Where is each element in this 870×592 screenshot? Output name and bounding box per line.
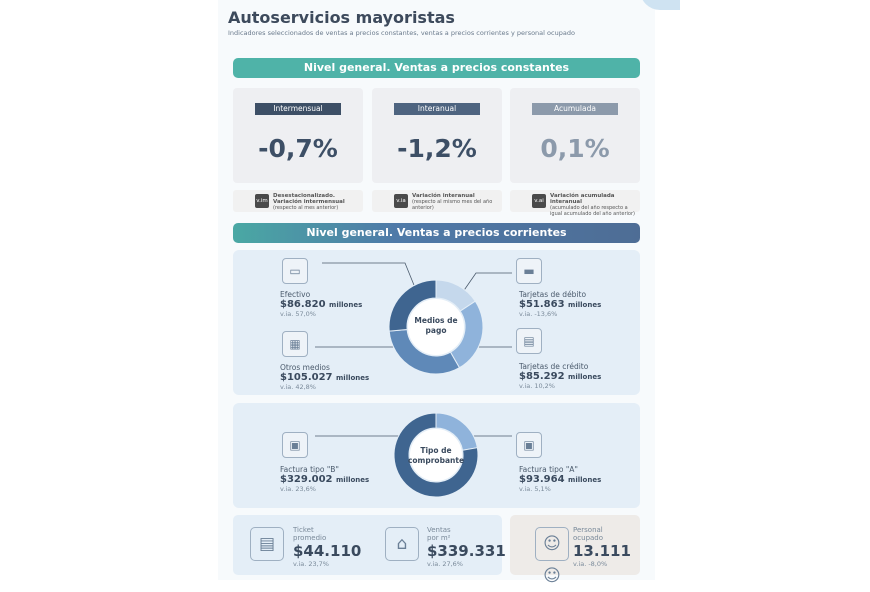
item-unit: millones (336, 374, 370, 382)
donut-slice-factura-tipo-b- (393, 412, 479, 498)
via: v.ia. 27,6% (427, 560, 463, 568)
donut-center-label: Tipo de comprobante (407, 446, 465, 465)
corner-decoration (640, 0, 680, 10)
label: Ticket (293, 526, 314, 534)
legend-note: (respecto al mismo mes del año anterior) (412, 199, 493, 211)
item-credito: Tarjetas de crédito $85.292 millones v.i… (519, 362, 601, 390)
card-label: Acumulada (532, 103, 618, 115)
item-unit: millones (329, 301, 363, 309)
via: v.ia. 23,7% (293, 560, 329, 568)
item-amount: $51.863 (519, 299, 565, 310)
item-label: Otros medios (280, 363, 330, 372)
legend-note: (acumulado del año respecto a igual acum… (550, 205, 635, 217)
via: v.ia. -8,0% (573, 560, 608, 568)
card-acumulada: Acumulada 0,1% (510, 88, 640, 183)
value: 13.111 (573, 542, 631, 560)
donut-center-label: Medios de pago (414, 316, 458, 335)
card-label: Intermensual (255, 103, 341, 115)
legend-title: Desestacionalizado. Variación intermensu… (273, 193, 345, 205)
item-label: Efectivo (280, 290, 311, 299)
ventas-por-m2: Ventas por m² $339.331 v.ia. 27,6% (427, 526, 506, 568)
item-factura-a: Factura tipo "A" $93.964 millones v.ia. … (519, 465, 601, 493)
item-amount: $93.964 (519, 474, 565, 485)
badge: v.im (255, 194, 269, 208)
medios-donut (388, 279, 484, 375)
label: promedio (293, 534, 327, 542)
item-unit: millones (568, 373, 602, 381)
ventas-indicators-panel (233, 515, 502, 575)
credit-card-icon: ▤ (516, 328, 542, 354)
item-label: Factura tipo "B" (280, 465, 339, 474)
legend-note: (respecto al mes anterior) (273, 205, 339, 211)
item-via: v.ia. 57,0% (280, 310, 316, 318)
item-debito: Tarjetas de débito $51.863 millones v.ia… (519, 290, 601, 318)
item-amount: $86.820 (280, 299, 326, 310)
item-unit: millones (568, 476, 602, 484)
section-constantes-header: Nivel general. Ventas a precios constant… (233, 58, 640, 78)
item-label: Factura tipo "A" (519, 465, 578, 474)
badge: v.ia (394, 194, 408, 208)
legend-title: Variación acumulada interanual (550, 193, 615, 205)
item-label: Tarjetas de débito (519, 290, 587, 299)
item-via: v.ia. -13,6% (519, 310, 558, 318)
receipt-icon: ▤ (250, 527, 284, 561)
section-corrientes-header: Nivel general. Ventas a precios corrient… (233, 223, 640, 243)
invoice-b-icon: ▣ (282, 432, 308, 458)
label: Personal (573, 526, 603, 534)
legend-vim: v.im Desestacionalizado. Variación interm… (233, 190, 363, 212)
item-factura-b: Factura tipo "B" $329.002 millones v.ia.… (280, 465, 369, 493)
card-interanual: Interanual -1,2% (372, 88, 502, 183)
store-icon: ⌂ (385, 527, 419, 561)
item-via: v.ia. 23,6% (280, 485, 316, 493)
donut-slice-efectivo (388, 279, 437, 332)
cash-icon: ▭ (282, 258, 308, 284)
item-via: v.ia. 42,8% (280, 383, 316, 391)
donut-hole (410, 429, 462, 481)
personal-panel (510, 515, 640, 575)
personal-ocupado: Personal ocupado 13.111 v.ia. -8,0% (573, 526, 631, 568)
card-value: 0,1% (540, 134, 610, 163)
legend-vai: v.ai Variación acumulada interanual (acumu… (510, 190, 640, 217)
label: ocupado (573, 534, 604, 542)
card-value: -0,7% (258, 134, 338, 163)
ticket-promedio: Ticket promedio $44.110 v.ia. 23,7% (293, 526, 361, 568)
item-amount: $329.002 (280, 474, 333, 485)
page-title: Autoservicios mayoristas (228, 8, 455, 27)
connector-efectivo (322, 262, 419, 296)
item-unit: millones (336, 476, 370, 484)
donut-hole (408, 299, 464, 355)
item-amount: $85.292 (519, 371, 565, 382)
value: $339.331 (427, 542, 506, 560)
badge: v.ai (532, 194, 546, 208)
item-label: Tarjetas de crédito (519, 362, 589, 371)
value: $44.110 (293, 542, 362, 560)
item-unit: millones (568, 301, 602, 309)
item-amount: $105.027 (280, 372, 333, 383)
debit-card-icon: ▬ (516, 258, 542, 284)
comprobante-donut (393, 412, 479, 498)
item-via: v.ia. 5,1% (519, 485, 551, 493)
label: Ventas (427, 526, 451, 534)
label: por m² (427, 534, 451, 542)
page-subtitle: Indicadores seleccionados de ventas a pr… (228, 29, 575, 37)
card-intermensual: Intermensual -0,7% (233, 88, 363, 183)
card-value: -1,2% (397, 134, 477, 163)
qr-code-icon: ▦ (282, 331, 308, 357)
legend-title: Variación interanual (412, 193, 475, 199)
card-label: Interanual (394, 103, 480, 115)
connector-lines (315, 262, 512, 498)
item-via: v.ia. 10,2% (519, 382, 555, 390)
legend-via: v.ia Variación interanual (respecto al mis… (372, 190, 502, 212)
item-efectivo: Efectivo $86.820 millones v.ia. 57,0% (280, 290, 362, 318)
item-otros-medios: Otros medios $105.027 millones v.ia. 42,… (280, 363, 369, 391)
invoice-a-icon: ▣ (516, 432, 542, 458)
